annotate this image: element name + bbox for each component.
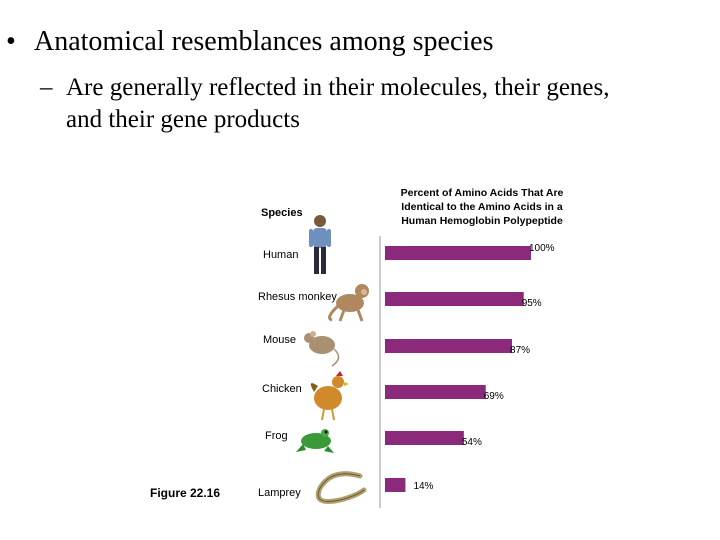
- bar-human: [385, 246, 531, 260]
- species-label: Lamprey: [258, 487, 301, 499]
- bullet-marker: •: [6, 26, 16, 57]
- value-label: 69%: [483, 391, 504, 402]
- species-label: Human: [263, 249, 299, 261]
- human-figure-icon: [309, 215, 331, 274]
- frog-icon: [296, 429, 334, 453]
- chart-title: Percent of Amino Acids That Are Identica…: [400, 187, 564, 227]
- bar-mouse: [385, 339, 513, 353]
- slide-bullet-2: – Are generally reflected in their molecu…: [40, 72, 700, 136]
- value-label: 54%: [461, 437, 482, 448]
- species-label: Chicken: [262, 383, 302, 395]
- bar-chicken: [385, 385, 486, 399]
- bar-lamprey: [385, 478, 406, 492]
- mouse-icon: [304, 331, 340, 367]
- species-label: Frog: [265, 430, 288, 442]
- bar-rhesus-monkey: [385, 292, 524, 306]
- species-label: Rhesus monkey: [258, 291, 337, 303]
- value-label: 87%: [510, 345, 531, 356]
- value-label: 100%: [529, 243, 555, 254]
- slide-bullet-1: • Anatomical resemblances among species: [6, 26, 494, 58]
- species-column-header: Species: [261, 207, 303, 219]
- monkey-icon: [328, 284, 369, 322]
- value-label: 14%: [413, 481, 434, 492]
- bullet-2-line-1: Are generally reflected in their molecul…: [66, 74, 610, 101]
- sub-bullet-marker: –: [40, 74, 53, 101]
- lamprey-icon: [315, 471, 367, 504]
- bullet-1-text: Anatomical resemblances among species: [34, 26, 494, 57]
- species-label: Mouse: [263, 334, 297, 346]
- value-label: 95%: [521, 298, 542, 309]
- chicken-icon: [310, 371, 349, 421]
- bar-frog: [385, 431, 464, 445]
- figure-label: Figure 22.16: [150, 486, 221, 500]
- bullet-2-line-2: and their gene products: [66, 106, 300, 133]
